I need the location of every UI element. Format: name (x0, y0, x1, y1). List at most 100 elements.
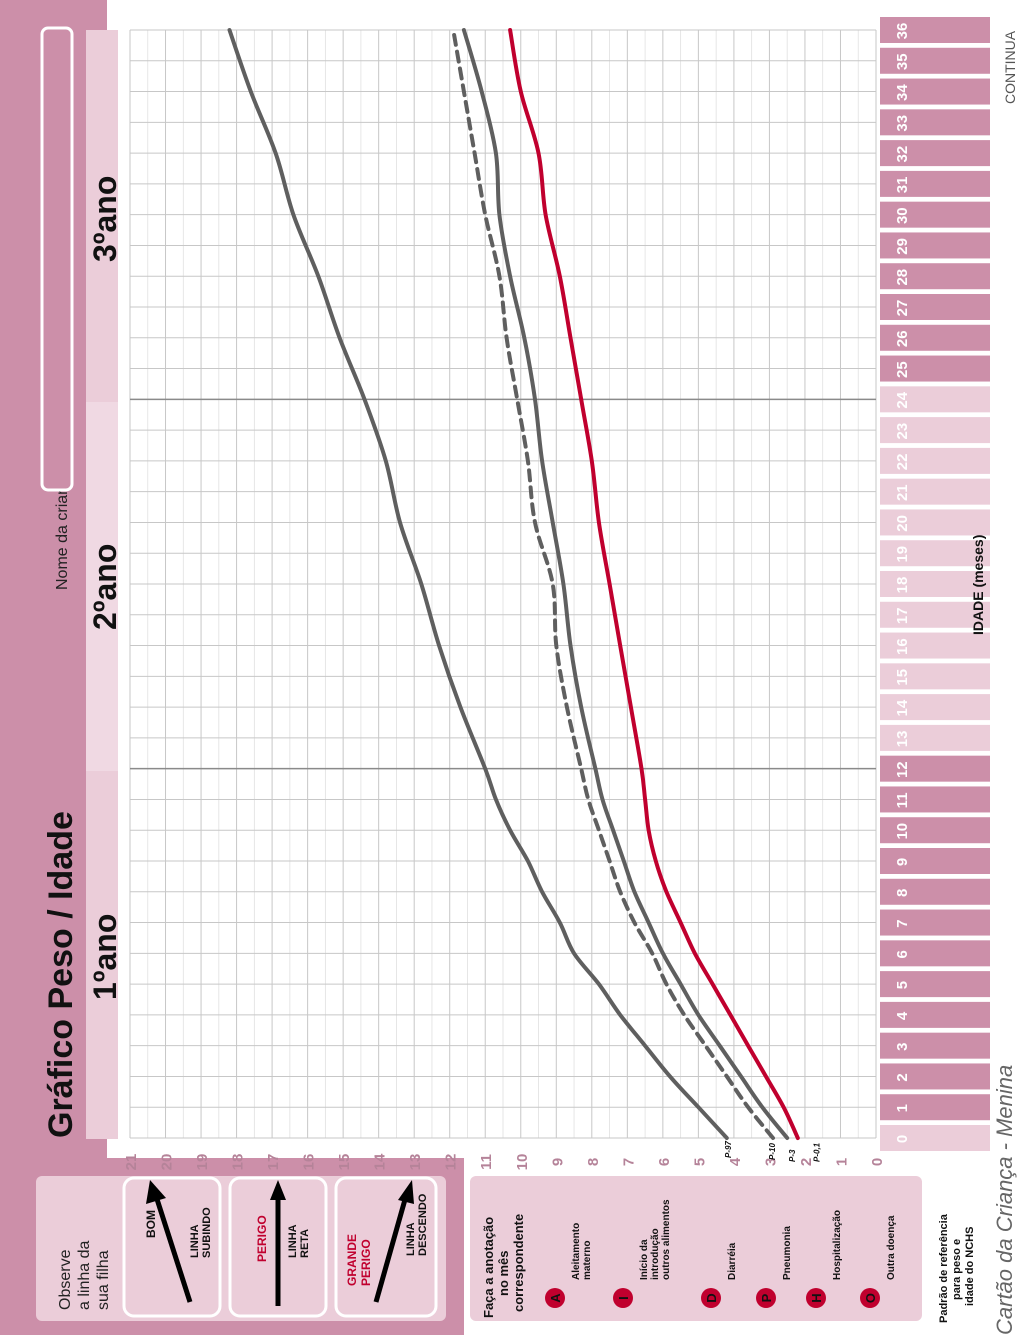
y-tick-label: 2 (798, 1158, 815, 1166)
note-letter-icon (756, 1288, 776, 1308)
chart-curves (227, 28, 800, 1140)
note-text: Aleitamento (571, 1223, 582, 1280)
legend-note-items: A Aleitamento materno I Início da introdução o… (545, 1199, 897, 1308)
legend-notes-title-3: correspondente (511, 1214, 526, 1312)
x-tick-label: 10 (894, 823, 911, 840)
x-tick-label: 7 (894, 919, 911, 927)
x-tick-label: 2 (894, 1073, 911, 1081)
x-tick-cell (880, 971, 990, 998)
note-text: Início da (639, 1239, 650, 1280)
y-tick-label: 18 (230, 1154, 247, 1171)
x-axis-ticks: 0123456789101112131415161718192021222324… (880, 17, 990, 1151)
note-letter: I (616, 1296, 631, 1300)
note-text: introdução (650, 1228, 661, 1280)
x-tick-label: 33 (894, 115, 911, 132)
arrow-flat-icon-head (270, 1180, 286, 1200)
x-tick-cell (880, 571, 990, 597)
curve-label-4: P-0,1 (813, 1142, 822, 1162)
year-band-3 (86, 30, 118, 402)
year-label-3: 3ºano (87, 176, 123, 262)
x-tick-label: 34 (894, 84, 911, 101)
legend-trend: Observe a linha da sua filha BOM LINHA S… (36, 1176, 446, 1321)
curve-labels: P-97 P-10 P-3 P-0,1 (724, 1141, 822, 1162)
x-tick-cell (880, 755, 990, 782)
y-tick-label: 0 (869, 1158, 886, 1166)
y-tick-label: 20 (159, 1154, 176, 1171)
x-tick-cell (880, 170, 990, 197)
note-letter-icon (806, 1288, 826, 1308)
x-tick-label: 0 (894, 1135, 911, 1143)
x-tick-label: 15 (894, 669, 911, 686)
note-text: outros alimentos (661, 1199, 672, 1280)
x-tick-label: 26 (894, 330, 911, 347)
note-letter: D (704, 1293, 719, 1302)
x-tick-label: 13 (894, 731, 911, 748)
x-tick-label: 31 (894, 177, 911, 194)
x-tick-cell (880, 724, 990, 751)
note-text: Pneumonia (782, 1226, 793, 1280)
x-tick-label: 5 (894, 981, 911, 989)
reference-note: Padrão de referência para peso e idade d… (938, 1213, 976, 1323)
x-tick-cell (880, 786, 990, 813)
x-tick-cell (880, 878, 990, 905)
legend-danger-desc-1: LINHA (287, 1224, 299, 1258)
y-tick-label: 15 (336, 1154, 353, 1171)
x-tick-label: 35 (894, 53, 911, 70)
x-tick-cell (880, 294, 990, 320)
x-tick-cell (880, 1063, 990, 1090)
legend-danger-box (228, 1176, 328, 1318)
note-letter: A (548, 1293, 563, 1303)
x-tick-cell (880, 1032, 990, 1059)
y-tick-label: 1 (834, 1158, 851, 1166)
note-letter-icon (545, 1288, 565, 1308)
x-tick-cell (880, 109, 990, 136)
chart-title: Gráfico Peso / Idade (42, 811, 80, 1138)
x-tick-cell (880, 47, 990, 74)
reference-line-1: Padrão de referência (938, 1213, 950, 1323)
x-tick-label: 36 (894, 23, 911, 40)
x-tick-cell (880, 663, 990, 690)
note-text: materno (582, 1241, 593, 1280)
note-letter: H (809, 1293, 824, 1302)
x-axis-label: IDADE (meses) (970, 535, 986, 635)
x-tick-cell (880, 355, 990, 382)
y-tick-label: 13 (407, 1154, 424, 1171)
series-line-4 (508, 28, 800, 1140)
legend-great-danger-status-2: PERIGO (359, 1239, 373, 1286)
x-tick-cell (880, 232, 990, 259)
x-tick-cell (880, 601, 990, 628)
x-tick-label: 6 (894, 950, 911, 958)
x-tick-cell (880, 78, 990, 105)
x-tick-cell (880, 447, 990, 474)
year-band-1 (86, 771, 118, 1139)
x-tick-label: 22 (894, 454, 911, 471)
x-tick-label: 17 (894, 607, 911, 624)
x-tick-label: 8 (894, 889, 911, 897)
x-tick-label: 1 (894, 1104, 911, 1112)
note-letter-icon (860, 1288, 880, 1308)
legend-trend-box (36, 1176, 446, 1321)
note-text: Outra doença (886, 1215, 897, 1280)
chart-grid (129, 29, 877, 1139)
child-name-label: Nome da criança (54, 469, 71, 590)
x-tick-cell (880, 1125, 990, 1151)
y-tick-label: 21 (123, 1154, 140, 1171)
note-letter-icon (613, 1288, 633, 1308)
curve-label-1: P-97 (724, 1141, 733, 1158)
y-tick-label: 7 (620, 1158, 637, 1166)
x-tick-cell (880, 509, 990, 536)
y-tick-label: 8 (585, 1158, 602, 1166)
x-tick-label: 19 (894, 546, 911, 563)
note-text: Hospitalização (832, 1210, 843, 1280)
y-tick-label: 4 (727, 1157, 744, 1166)
x-tick-label: 25 (894, 361, 911, 378)
y-tick-label: 16 (301, 1154, 318, 1171)
continua-label: CONTINUA (1002, 30, 1018, 104)
legend-notes-title-2: no mês (496, 1250, 511, 1296)
series-line-1 (227, 28, 729, 1140)
x-tick-label: 21 (894, 484, 911, 501)
legend-great-danger-desc-2: DESCENDO (417, 1193, 429, 1256)
x-tick-label: 16 (894, 638, 911, 655)
child-name-field[interactable] (40, 26, 74, 492)
x-tick-label: 28 (894, 269, 911, 286)
